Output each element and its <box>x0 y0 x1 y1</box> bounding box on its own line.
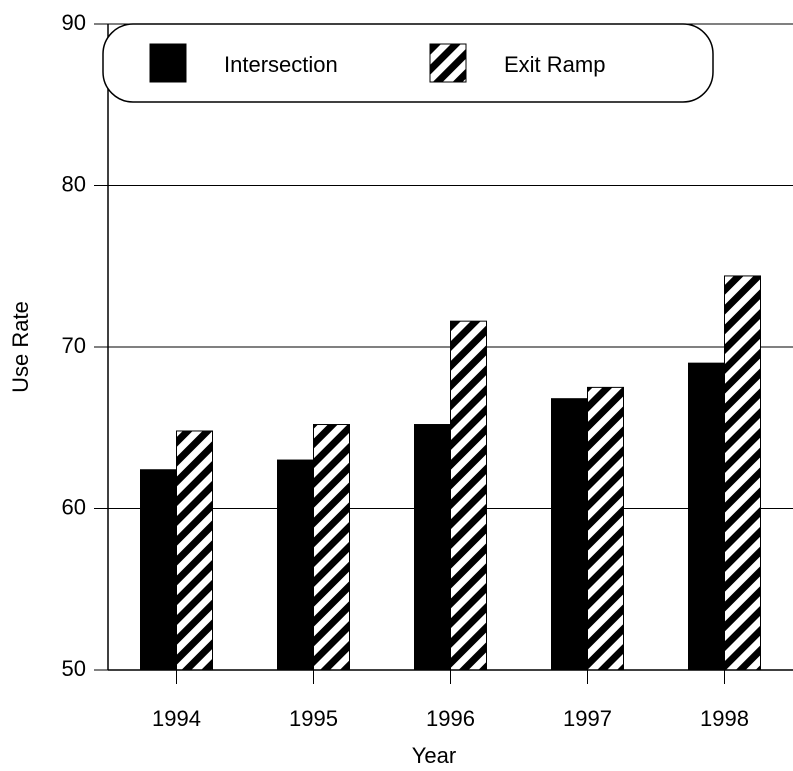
x-tick-label: 1997 <box>563 706 612 731</box>
x-axis-label: Year <box>412 743 456 768</box>
legend-swatch <box>429 43 467 83</box>
legend-label: Exit Ramp <box>504 52 605 77</box>
x-tick-label: 1998 <box>700 706 749 731</box>
y-axis-label: Use Rate <box>8 301 33 393</box>
y-tick-label: 90 <box>62 10 86 35</box>
bar <box>277 459 314 671</box>
bar <box>724 275 761 671</box>
bar <box>176 430 213 671</box>
x-tick-label: 1994 <box>152 706 201 731</box>
x-tick-label: 1996 <box>426 706 475 731</box>
bar <box>450 320 487 671</box>
bar <box>587 386 624 671</box>
y-tick-label: 50 <box>62 656 86 681</box>
legend-box <box>102 23 714 103</box>
bar <box>313 424 350 671</box>
y-tick-label: 70 <box>62 333 86 358</box>
bar <box>551 398 588 671</box>
bar <box>140 469 177 671</box>
bar <box>688 362 725 671</box>
y-tick-label: 80 <box>62 171 86 196</box>
x-tick-label: 1995 <box>289 706 338 731</box>
y-tick-label: 60 <box>62 494 86 519</box>
legend-label: Intersection <box>224 52 338 77</box>
bar <box>414 424 451 671</box>
legend-swatch <box>149 43 187 83</box>
